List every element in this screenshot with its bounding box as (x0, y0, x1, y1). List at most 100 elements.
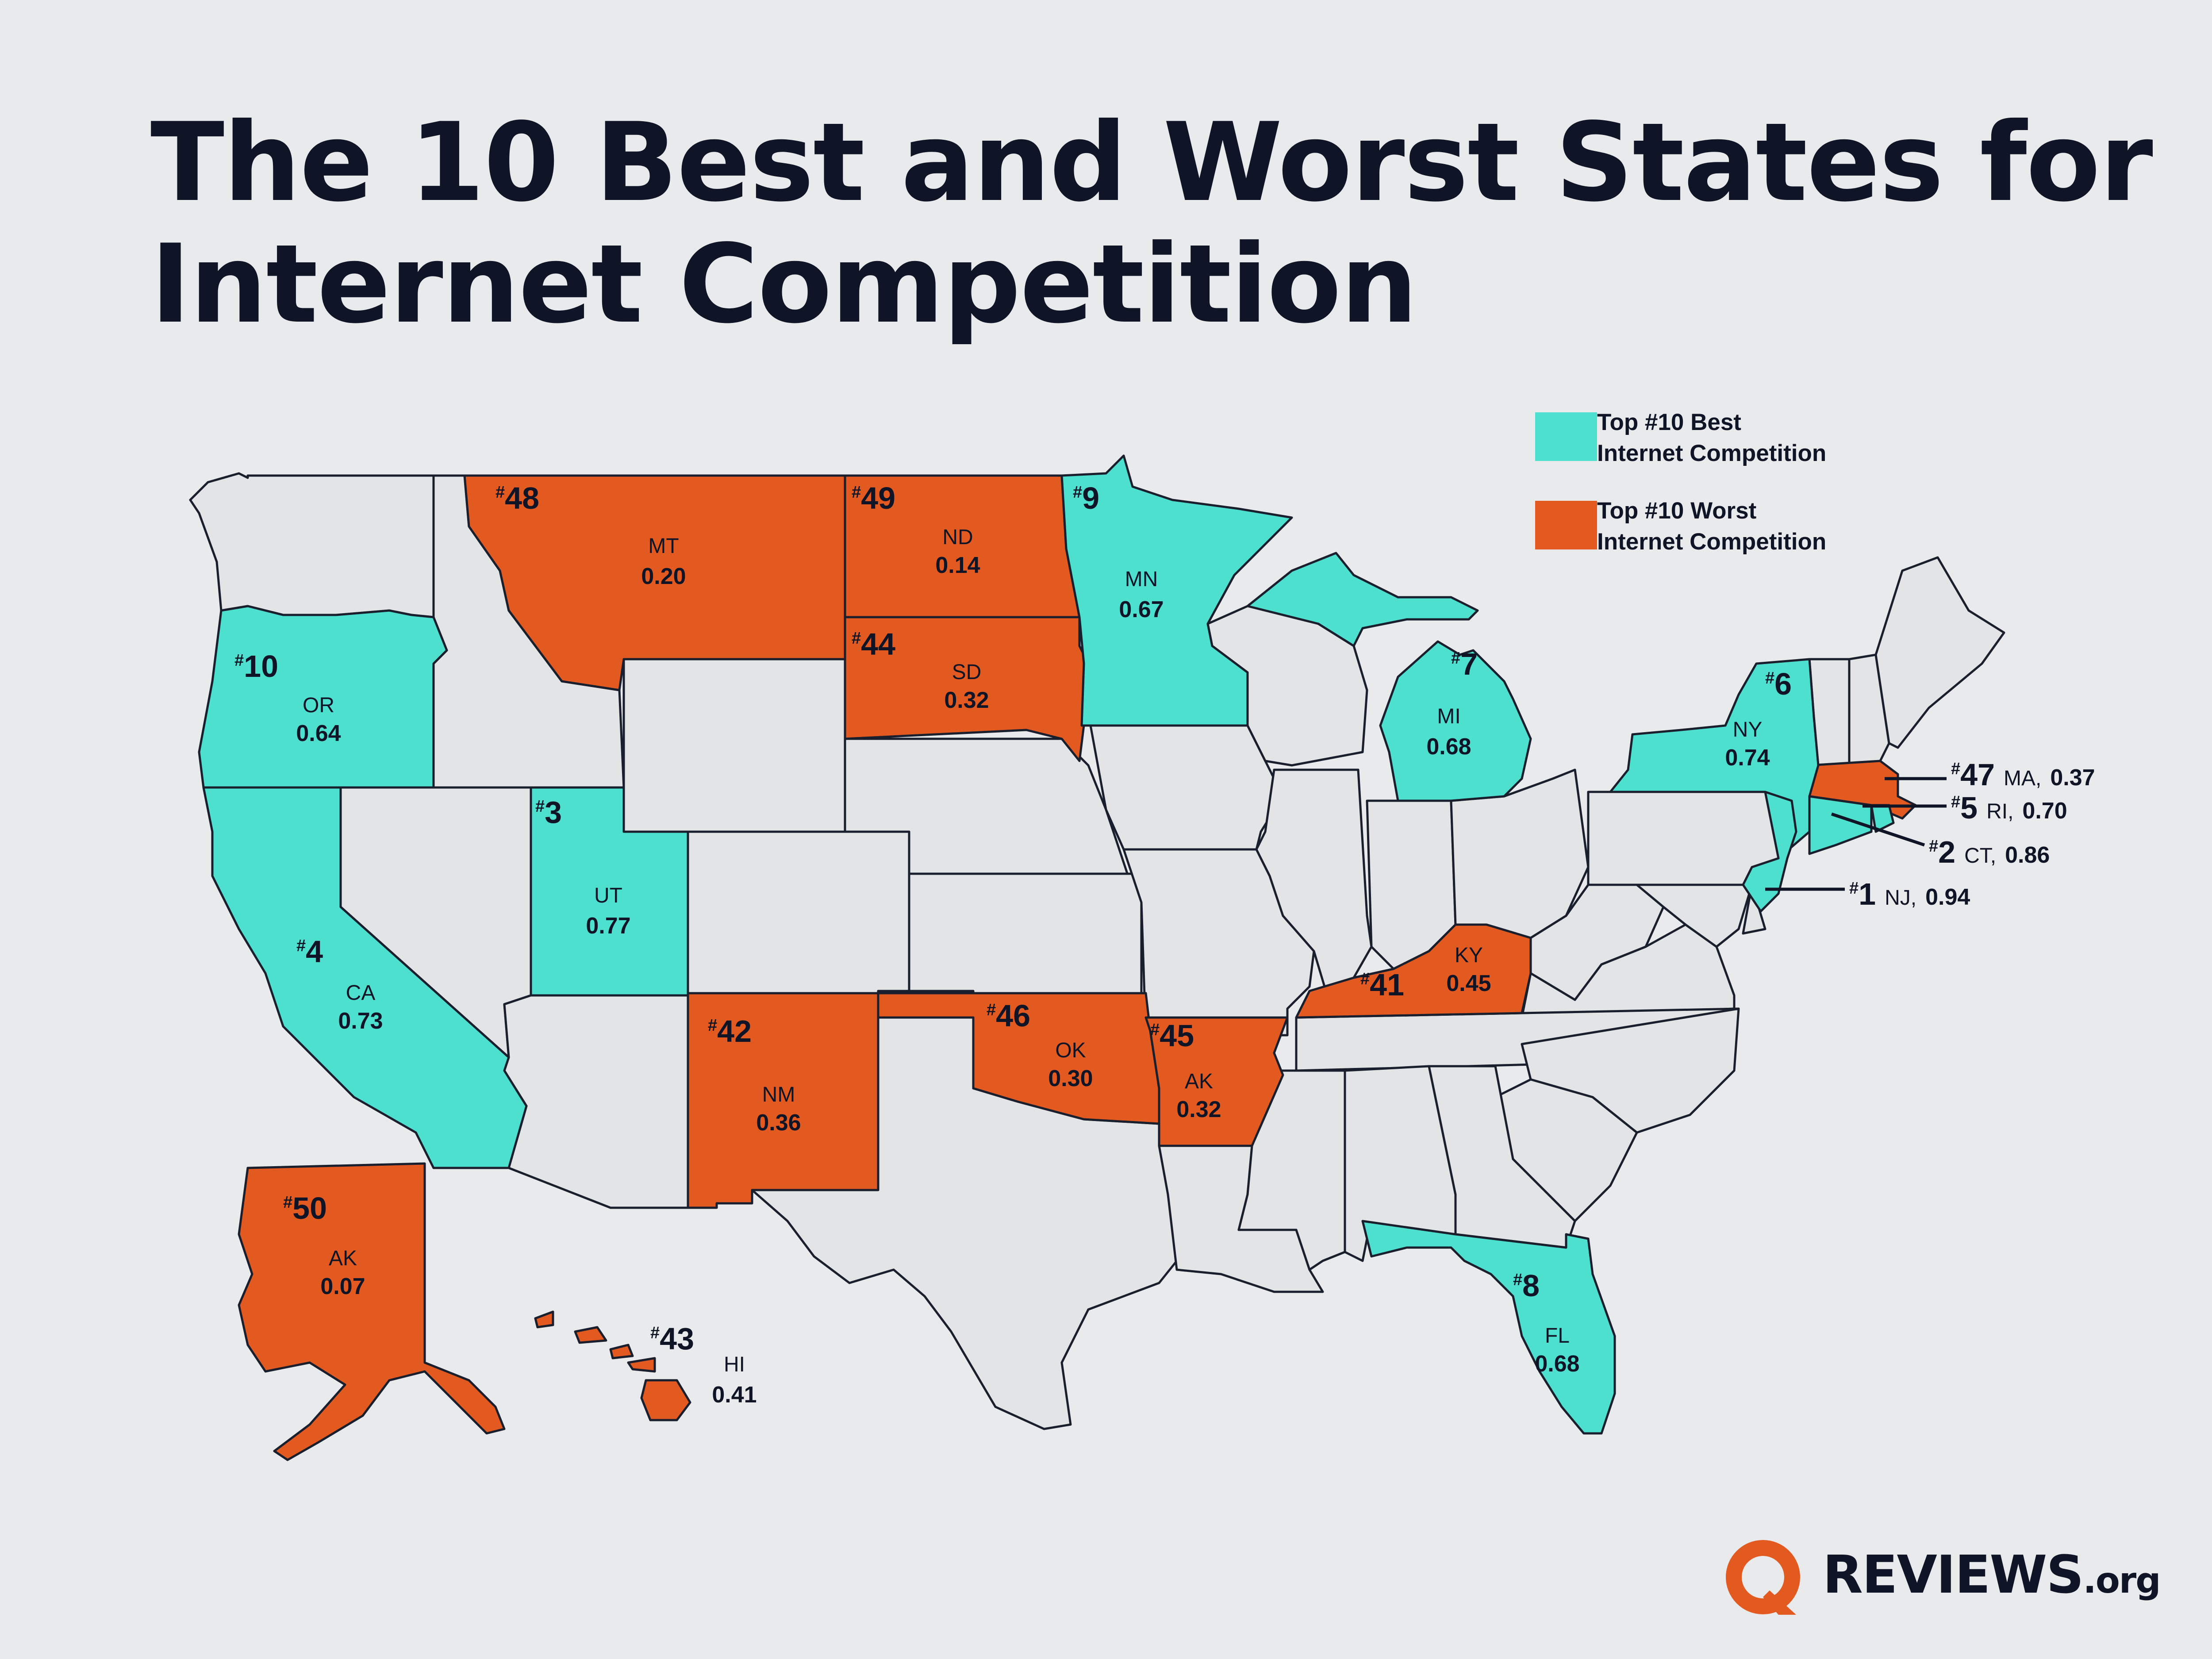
rank-hash: # (495, 483, 505, 502)
state-or (198, 605, 448, 789)
code-ny: NY (1733, 718, 1763, 741)
svg-text:#1NJ,0.94: #1 NJ, 0.94 (1849, 877, 1970, 911)
value-sd: 0.32 (944, 687, 989, 713)
label-ct: #2 CT, 0.86 (1929, 835, 2050, 869)
leader-line-ct (1831, 812, 1925, 847)
value-ok: 0.30 (1048, 1066, 1093, 1091)
svg-text:#5RI,0.70: #5 RI, 0.70 (1951, 791, 2067, 825)
state-sd (844, 616, 1090, 762)
value-fl: 0.68 (1535, 1351, 1579, 1377)
state-hi (534, 1310, 691, 1421)
code-ca: CA (346, 981, 376, 1005)
state-nm (687, 992, 879, 1209)
svg-text:#8: #8 (1513, 1268, 1540, 1303)
label-ca: #4 CA 0.73 (296, 934, 383, 1034)
page-title: The 10 Best and Worst States for Interne… (150, 100, 2153, 347)
rank-ct: 2 (1938, 835, 1955, 869)
svg-text:#50: #50 (283, 1191, 327, 1225)
label-ky: #41 KY 0.45 (1360, 944, 1491, 1002)
label-fl: #8 FL 0.68 (1513, 1268, 1580, 1377)
label-nm: #42 NM 0.36 (708, 1014, 801, 1136)
code-nm: NM (762, 1083, 795, 1106)
rank-ky: 41 (1370, 968, 1404, 1002)
rank-ri: 5 (1960, 791, 1978, 825)
code-mt: MT (648, 534, 679, 558)
state-ca (202, 786, 528, 1169)
state-wy (622, 658, 846, 833)
leader-lines (1765, 777, 1947, 891)
svg-text:#41: #41 (1360, 968, 1404, 1002)
state-ct (1808, 795, 1873, 855)
brand-suffix: .org (2083, 1560, 2161, 1601)
state-ut (530, 786, 689, 997)
state-mn (1060, 454, 1293, 727)
value-ca: 0.73 (338, 1008, 383, 1034)
code-ok: OK (1055, 1039, 1086, 1062)
label-mt: #48 MT 0.20 (495, 481, 686, 589)
svg-text:#43: #43 (650, 1321, 694, 1356)
rank-ny: 6 (1774, 667, 1792, 701)
code-ak: AK (329, 1247, 357, 1270)
value-ny: 0.74 (1725, 745, 1770, 771)
svg-text:#46: #46 (987, 998, 1030, 1033)
value-hi: 0.41 (712, 1382, 757, 1408)
label-ny: #6 NY 0.74 (1725, 667, 1792, 771)
code-ky: KY (1455, 944, 1483, 967)
label-ut: #3 UT 0.77 (535, 795, 631, 939)
code-ct: CT, (1964, 844, 1996, 868)
svg-text:#44: #44 (852, 627, 895, 661)
state-wa (189, 472, 435, 618)
title-line-2: Internet Competition (150, 221, 1418, 347)
state-ak (238, 1162, 506, 1461)
rank-mt: 48 (505, 481, 539, 515)
code-ut: UT (594, 884, 622, 907)
legend-worst-line1: Top #10 Worst (1597, 498, 1757, 524)
code-nj: NJ, (1885, 886, 1916, 910)
label-ok: #46 OK 0.30 (987, 998, 1093, 1091)
rank-mn: 9 (1082, 481, 1099, 515)
svg-text:#42: #42 (708, 1014, 752, 1048)
code-ma: MA, (2004, 767, 2041, 790)
value-mi: 0.68 (1426, 734, 1471, 760)
title-line-1: The 10 Best and Worst States for (150, 100, 2153, 226)
label-nj: #1 NJ, 0.94 (1849, 877, 1970, 911)
rank-hi: 43 (660, 1321, 694, 1356)
code-mn: MN (1125, 568, 1158, 591)
rank-fl: 8 (1522, 1268, 1540, 1303)
value-ri: 0.70 (2022, 798, 2067, 824)
label-or: #10 OR 0.64 (234, 649, 341, 746)
value-nj: 0.94 (1925, 884, 1970, 910)
legend-swatch-best (1535, 412, 1597, 461)
value-nm: 0.36 (756, 1110, 801, 1136)
label-nd: #49 ND 0.14 (852, 481, 980, 578)
state-ia (1089, 724, 1284, 851)
svg-text:#10: #10 (234, 649, 278, 684)
svg-text:#2CT,0.86: #2 CT, 0.86 (1929, 835, 2050, 869)
value-ar: 0.32 (1176, 1097, 1221, 1122)
code-hi: HI (724, 1353, 745, 1376)
code-ar: AK (1185, 1070, 1213, 1093)
state-ks (908, 872, 1143, 995)
rank-ca: 4 (306, 934, 323, 969)
rank-mi: 7 (1460, 647, 1478, 681)
state-az (503, 994, 689, 1209)
legend-worst-line2: Internet Competition (1597, 529, 1827, 555)
value-ky: 0.45 (1446, 971, 1491, 996)
code-sd: SD (952, 661, 982, 684)
value-ak: 0.07 (320, 1274, 365, 1299)
svg-text:#9: #9 (1073, 481, 1099, 515)
label-ma: #47 MA, 0.37 (1951, 757, 2095, 792)
brand-name: REVIEWS (1823, 1544, 2084, 1605)
rank-nd: 49 (861, 481, 895, 515)
rank-ok: 46 (996, 998, 1030, 1033)
code-or: OR (303, 694, 334, 717)
rank-ma: 47 (1960, 757, 1995, 792)
label-sd: #44 SD 0.32 (852, 627, 989, 713)
code-mi: MI (1437, 705, 1460, 728)
code-ri: RI, (1986, 800, 2013, 823)
state-me (1874, 556, 2005, 749)
svg-text:#3: #3 (535, 795, 562, 830)
state-mi (1379, 640, 1532, 802)
state-il (1255, 768, 1373, 997)
legend-best-line2: Internet Competition (1597, 440, 1827, 466)
